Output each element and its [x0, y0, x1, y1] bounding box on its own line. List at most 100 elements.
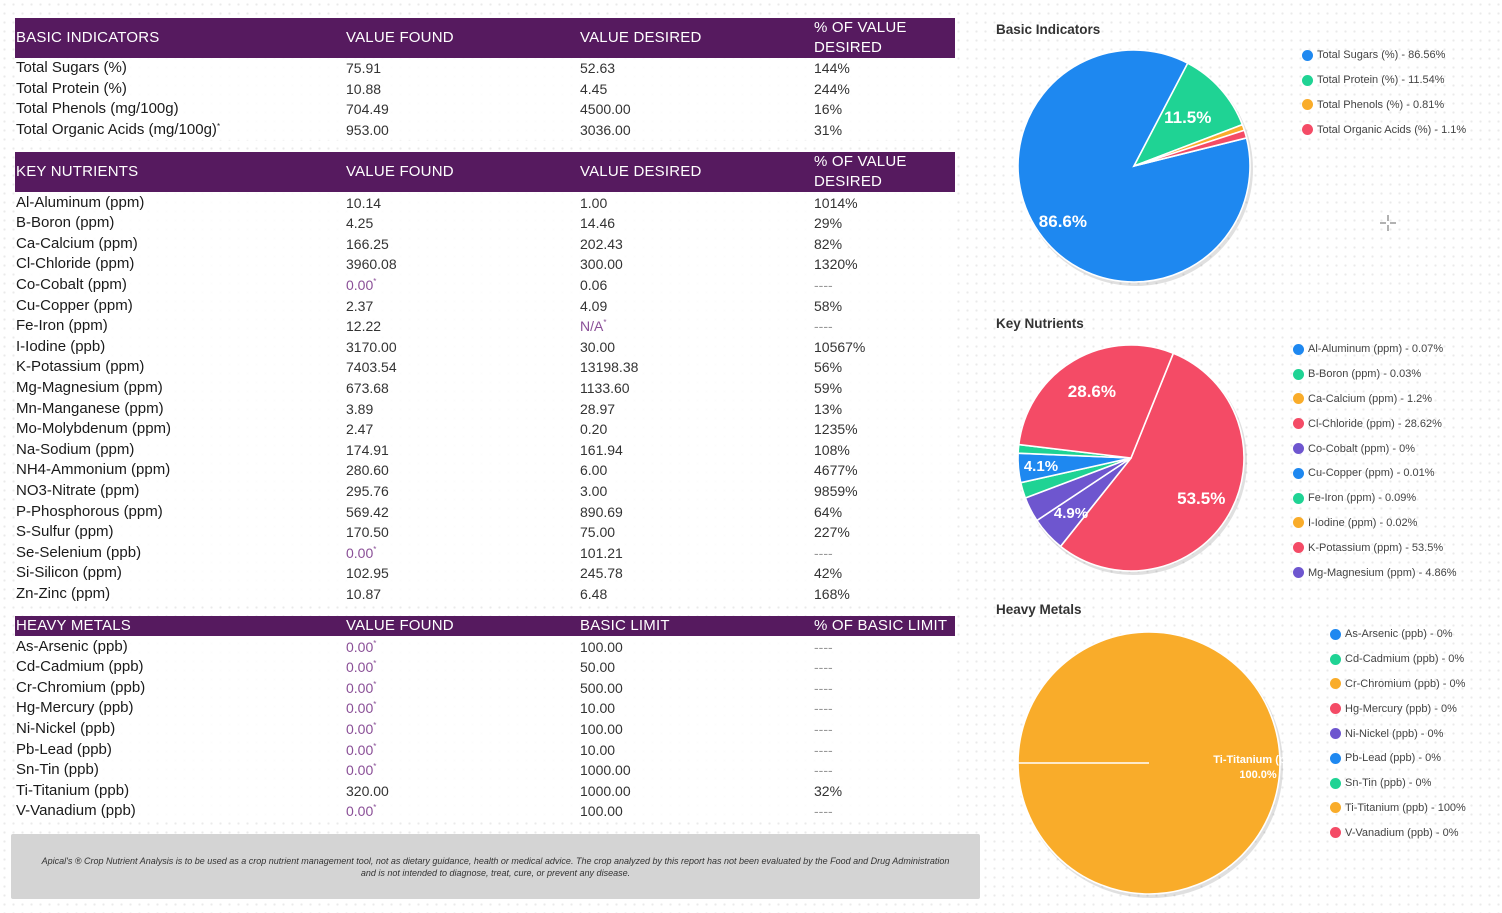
row-value-desired: N/A*	[579, 315, 813, 337]
row-value-desired: 101.21	[579, 542, 813, 564]
legend-item[interactable]: V-Vanadium (ppb) - 0%	[1330, 820, 1466, 845]
row-percent: 82%	[813, 233, 955, 255]
legend-label: Cr-Chromium (ppb) - 0%	[1345, 677, 1466, 690]
row-name: Total Organic Acids (mg/100g)*	[15, 119, 345, 141]
table-row: Cr-Chromium (ppb) 0.00* 500.00 ----	[15, 677, 955, 699]
row-name: As-Arsenic (ppb)	[15, 636, 345, 657]
row-name: NH4-Ammonium (ppm)	[15, 460, 345, 481]
row-value-found: 0.00*	[345, 636, 579, 657]
legend-item[interactable]: Al-Aluminum (ppm) - 0.07%	[1293, 337, 1457, 362]
legend-item[interactable]: Ca-Calcium (ppm) - 1.2%	[1293, 387, 1457, 412]
legend-item[interactable]: Total Organic Acids (%) - 1.1%	[1302, 117, 1466, 142]
basic-header-name: BASIC INDICATORS	[15, 18, 345, 58]
legend-item[interactable]: Hg-Mercury (ppb) - 0%	[1330, 696, 1466, 721]
legend-item[interactable]: Pb-Lead (ppb) - 0%	[1330, 746, 1466, 771]
table-row: P-Phosphorous (ppm) 569.42 890.69 64%	[15, 501, 955, 522]
row-value-found: 953.00	[345, 119, 579, 141]
pie-slice[interactable]	[1132, 62, 1244, 168]
key-nutrients-pie-chart: 53.5% 4.9% 4.1% 28.6%	[1017, 344, 1247, 575]
nutrients-header-found: VALUE FOUND	[345, 152, 579, 193]
row-percent: 29%	[813, 212, 955, 234]
row-value-desired: 3.00	[579, 480, 813, 502]
row-value-desired: 100.00	[579, 636, 813, 657]
row-name: K-Potassium (ppm)	[15, 357, 345, 378]
legend-label: I-Iodine (ppm) - 0.02%	[1308, 516, 1418, 529]
table-row: Cu-Copper (ppm) 2.37 4.09 58%	[15, 295, 955, 316]
row-value-desired: 1000.00	[579, 780, 813, 801]
pie-slice[interactable]	[1017, 344, 1175, 459]
legend-item[interactable]: Fe-Iron (ppm) - 0.09%	[1293, 486, 1457, 511]
table-row: As-Arsenic (ppb) 0.00* 100.00 ----	[15, 636, 955, 657]
row-value-found: 0.00*	[345, 274, 579, 296]
row-name: Total Sugars (%)	[15, 58, 345, 79]
row-value-desired: 500.00	[579, 677, 813, 699]
row-percent: 42%	[813, 563, 955, 584]
row-value-desired: 4.09	[579, 295, 813, 316]
legend-item[interactable]: Ni-Nickel (ppb) - 0%	[1330, 721, 1466, 746]
row-value-desired: 4.45	[579, 78, 813, 100]
legend-label: Fe-Iron (ppm) - 0.09%	[1308, 492, 1417, 505]
pie-data-label: 28.6%	[1068, 382, 1116, 401]
row-value-desired: 300.00	[579, 254, 813, 275]
row-name: Na-Sodium (ppm)	[15, 439, 345, 461]
legend-item[interactable]: Total Sugars (%) - 86.56%	[1302, 43, 1466, 68]
legend-item[interactable]: Cu-Copper (ppm) - 0.01%	[1293, 461, 1457, 486]
legend-swatch	[1330, 752, 1341, 764]
row-value-desired: 1.00	[579, 192, 813, 213]
row-percent: 10567%	[813, 336, 955, 358]
legend-item[interactable]: Cr-Chromium (ppb) - 0%	[1330, 672, 1466, 697]
legend-item[interactable]: As-Arsenic (ppb) - 0%	[1330, 622, 1466, 647]
row-value-desired: 1000.00	[579, 759, 813, 781]
legend-item[interactable]: Cd-Cadmium (ppb) - 0%	[1330, 647, 1466, 672]
row-value-found: 102.95	[345, 563, 579, 584]
row-percent: ----	[813, 718, 955, 740]
legend-item[interactable]: Ti-Titanium (ppb) - 100%	[1330, 796, 1466, 821]
row-value-found: 0.00*	[345, 677, 579, 699]
row-value-found: 4.25	[345, 212, 579, 234]
row-percent: ----	[813, 542, 955, 564]
table-row: Cd-Cadmium (ppb) 0.00* 50.00 ----	[15, 656, 955, 678]
basic-header-desired: VALUE DESIRED	[579, 18, 813, 58]
chart-title-basic-indicators: Basic Indicators	[996, 22, 1101, 37]
legend-item[interactable]: Co-Cobalt (ppm) - 0%	[1293, 436, 1457, 461]
table-row: Si-Silicon (ppm) 102.95 245.78 42%	[15, 563, 955, 584]
row-name: Ti-Titanium (ppb)	[15, 780, 345, 801]
legend-item[interactable]: Total Protein (%) - 11.54%	[1302, 68, 1466, 93]
row-value-found: 7403.54	[345, 357, 579, 378]
legend-swatch	[1330, 802, 1341, 814]
row-percent: 32%	[813, 780, 955, 801]
pie-slice[interactable]	[1133, 129, 1248, 167]
legend-item[interactable]: Cl-Chloride (ppm) - 28.62%	[1293, 411, 1457, 436]
row-percent: 108%	[813, 439, 955, 461]
row-value-found: 0.00*	[345, 698, 579, 719]
row-value-found: 75.91	[345, 58, 579, 79]
pie-data-label: 4.9%	[1054, 505, 1088, 522]
row-percent: 64%	[813, 501, 955, 522]
table-row: Cl-Chloride (ppm) 3960.08 300.00 1320%	[15, 254, 955, 275]
row-name: Sn-Tin (ppb)	[15, 759, 345, 781]
table-row: NO3-Nitrate (ppm) 295.76 3.00 9859%	[15, 480, 955, 502]
pie-slice[interactable]	[1059, 352, 1245, 572]
legend-label: Sn-Tin (ppb) - 0%	[1345, 777, 1432, 790]
table-row: I-Iodine (ppb) 3170.00 30.00 10567%	[15, 336, 955, 358]
legend-item[interactable]: Total Phenols (%) - 0.81%	[1302, 93, 1466, 118]
table-row: Al-Aluminum (ppm) 10.14 1.00 1014%	[15, 192, 955, 213]
legend-item[interactable]: B-Boron (ppm) - 0.03%	[1293, 362, 1457, 387]
row-name: Co-Cobalt (ppm)	[15, 274, 345, 296]
key-nutrients-table: KEY NUTRIENTS VALUE FOUND VALUE DESIRED …	[15, 152, 955, 605]
legend-swatch	[1330, 678, 1341, 690]
legend-item[interactable]: I-Iodine (ppm) - 0.02%	[1293, 511, 1457, 536]
table-row: Co-Cobalt (ppm) 0.00* 0.06 ----	[15, 274, 955, 296]
legend-label: B-Boron (ppm) - 0.03%	[1308, 368, 1422, 381]
row-percent: ----	[813, 739, 955, 760]
row-value-desired: 161.94	[579, 439, 813, 461]
legend-label: V-Vanadium (ppb) - 0%	[1345, 826, 1459, 839]
row-name: Pb-Lead (ppb)	[15, 739, 345, 760]
row-value-found: 295.76	[345, 480, 579, 502]
row-percent: ----	[813, 315, 955, 337]
table-row: S-Sulfur (ppm) 170.50 75.00 227%	[15, 521, 955, 543]
legend-item[interactable]: Sn-Tin (ppb) - 0%	[1330, 771, 1466, 796]
row-percent: 244%	[813, 78, 955, 100]
legend-item[interactable]: Mg-Magnesium (ppm) - 4.86%	[1293, 560, 1457, 585]
legend-item[interactable]: K-Potassium (ppm) - 53.5%	[1293, 535, 1457, 560]
